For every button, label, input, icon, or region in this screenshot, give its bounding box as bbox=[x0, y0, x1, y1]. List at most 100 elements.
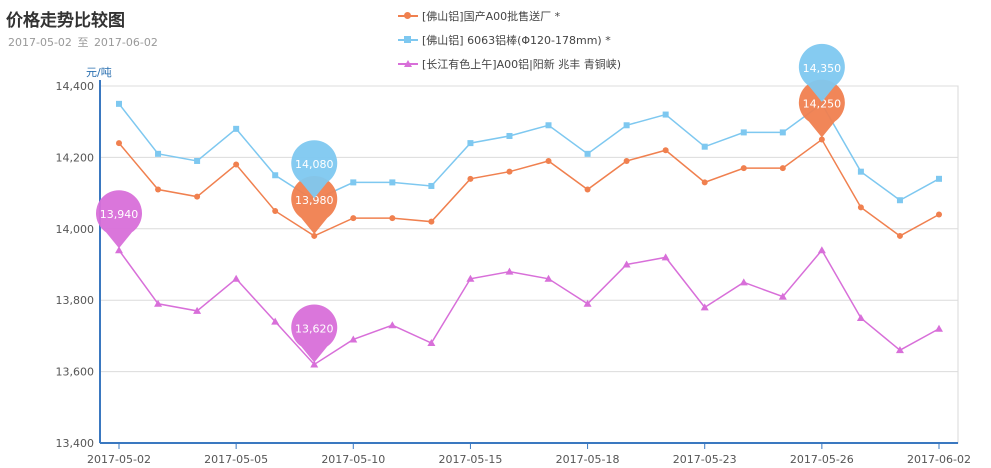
data-point bbox=[856, 314, 865, 322]
data-point bbox=[505, 267, 514, 275]
callout-marker-icon bbox=[95, 190, 142, 249]
y-axis-unit: 元/吨 bbox=[86, 66, 112, 79]
data-point bbox=[506, 132, 513, 139]
y-tick-label: 14,000 bbox=[56, 223, 95, 236]
legend-item-series-1[interactable]: [佛山铝]国产A00批售送厂 * bbox=[398, 4, 621, 28]
x-tick-label: 2017-06-02 bbox=[907, 453, 971, 466]
series-3 bbox=[115, 246, 943, 368]
data-point bbox=[584, 186, 591, 193]
data-point bbox=[778, 292, 787, 300]
data-point bbox=[311, 232, 318, 239]
data-point bbox=[272, 172, 279, 179]
data-point bbox=[389, 179, 396, 186]
data-point bbox=[701, 179, 708, 186]
data-point bbox=[896, 197, 903, 204]
data-point bbox=[428, 218, 435, 225]
data-point bbox=[896, 232, 903, 239]
data-point bbox=[389, 215, 396, 222]
data-point bbox=[115, 246, 123, 254]
callout-marker-icon bbox=[798, 43, 845, 102]
data-point bbox=[232, 274, 241, 282]
data-point bbox=[388, 321, 397, 329]
y-tick-label: 14,200 bbox=[56, 151, 95, 164]
legend-label: [长江有色上午]A00铝|阳新 兆丰 青铜峡) bbox=[422, 58, 622, 71]
callout-label: 13,620 bbox=[295, 322, 334, 335]
data-point bbox=[506, 168, 513, 175]
callout-label: 14,350 bbox=[803, 62, 842, 75]
callout-marker-icon bbox=[798, 79, 845, 138]
series-line bbox=[118, 248, 940, 366]
data-point bbox=[155, 186, 162, 193]
data-point bbox=[662, 111, 669, 118]
data-point bbox=[193, 306, 202, 314]
legend-label: [佛山铝]国产A00批售送厂 * bbox=[422, 10, 561, 23]
data-point bbox=[155, 150, 162, 157]
data-point bbox=[936, 211, 942, 218]
data-point bbox=[272, 207, 279, 214]
data-point bbox=[116, 140, 122, 147]
data-point bbox=[817, 246, 826, 254]
data-point bbox=[857, 204, 864, 211]
data-point bbox=[467, 175, 474, 182]
series-line bbox=[118, 102, 940, 202]
callout-label: 13,940 bbox=[100, 208, 139, 221]
x-tick-label: 2017-05-10 bbox=[321, 453, 385, 466]
data-point bbox=[194, 157, 201, 164]
data-point bbox=[895, 346, 904, 354]
callout-label: 14,250 bbox=[803, 98, 842, 111]
callout-pin: 14,080 bbox=[291, 140, 338, 199]
callout-label: 14,080 bbox=[295, 158, 334, 171]
data-point bbox=[622, 260, 631, 268]
callout-pin: 14,250 bbox=[798, 79, 845, 138]
date-separator: 至 bbox=[77, 36, 89, 49]
data-point bbox=[700, 303, 709, 311]
x-tick-label: 2017-05-23 bbox=[673, 453, 737, 466]
callout-marker-icon bbox=[291, 304, 338, 363]
data-point bbox=[154, 299, 163, 307]
data-point bbox=[310, 360, 319, 368]
data-point bbox=[350, 215, 357, 222]
data-point bbox=[661, 253, 670, 261]
callout-pin: 13,980 bbox=[291, 175, 338, 234]
legend-swatch-triangle-icon bbox=[398, 58, 418, 70]
data-point bbox=[662, 147, 669, 154]
data-point bbox=[271, 317, 280, 325]
data-point bbox=[740, 129, 747, 136]
date-range: 2017-05-02 至 2017-06-02 bbox=[8, 34, 160, 50]
data-point bbox=[623, 157, 630, 164]
callout-marker-icon bbox=[291, 175, 338, 234]
legend: [佛山铝]国产A00批售送厂 * [佛山铝] 6063铝棒(Φ120-178mm… bbox=[398, 4, 621, 76]
legend-item-series-2[interactable]: [佛山铝] 6063铝棒(Φ120-178mm) * bbox=[398, 28, 621, 52]
data-point bbox=[935, 324, 943, 332]
chart-title: 价格走势比较图 bbox=[6, 11, 125, 31]
data-point bbox=[701, 143, 708, 150]
legend-label: [佛山铝] 6063铝棒(Φ120-178mm) * bbox=[422, 34, 611, 47]
y-tick-label: 13,800 bbox=[56, 294, 95, 307]
x-tick-label: 2017-05-02 bbox=[87, 453, 151, 466]
data-point bbox=[584, 150, 591, 157]
legend-item-series-3[interactable]: [长江有色上午]A00铝|阳新 兆丰 青铜峡) bbox=[398, 52, 621, 76]
data-point bbox=[194, 193, 201, 200]
data-point bbox=[779, 165, 786, 172]
legend-swatch-circle-icon bbox=[398, 10, 418, 22]
series-line bbox=[118, 138, 940, 237]
data-point bbox=[544, 274, 553, 282]
data-point bbox=[350, 179, 357, 186]
x-tick-label: 2017-05-15 bbox=[438, 453, 502, 466]
x-tick-label: 2017-05-26 bbox=[790, 453, 854, 466]
data-point bbox=[466, 274, 475, 282]
data-point bbox=[936, 175, 942, 182]
x-tick-label: 2017-05-18 bbox=[556, 453, 620, 466]
data-point bbox=[545, 122, 552, 129]
callout-pin: 13,620 bbox=[291, 304, 338, 363]
date-to: 2017-06-02 bbox=[93, 36, 158, 49]
data-point bbox=[467, 140, 474, 147]
callout-label: 13,980 bbox=[295, 194, 334, 207]
data-point bbox=[545, 157, 552, 164]
data-point bbox=[116, 100, 122, 107]
y-tick-label: 14,400 bbox=[56, 80, 95, 93]
callout-pin: 13,940 bbox=[95, 190, 142, 249]
callout-marker-icon bbox=[291, 140, 338, 199]
y-tick-label: 13,400 bbox=[56, 437, 95, 450]
